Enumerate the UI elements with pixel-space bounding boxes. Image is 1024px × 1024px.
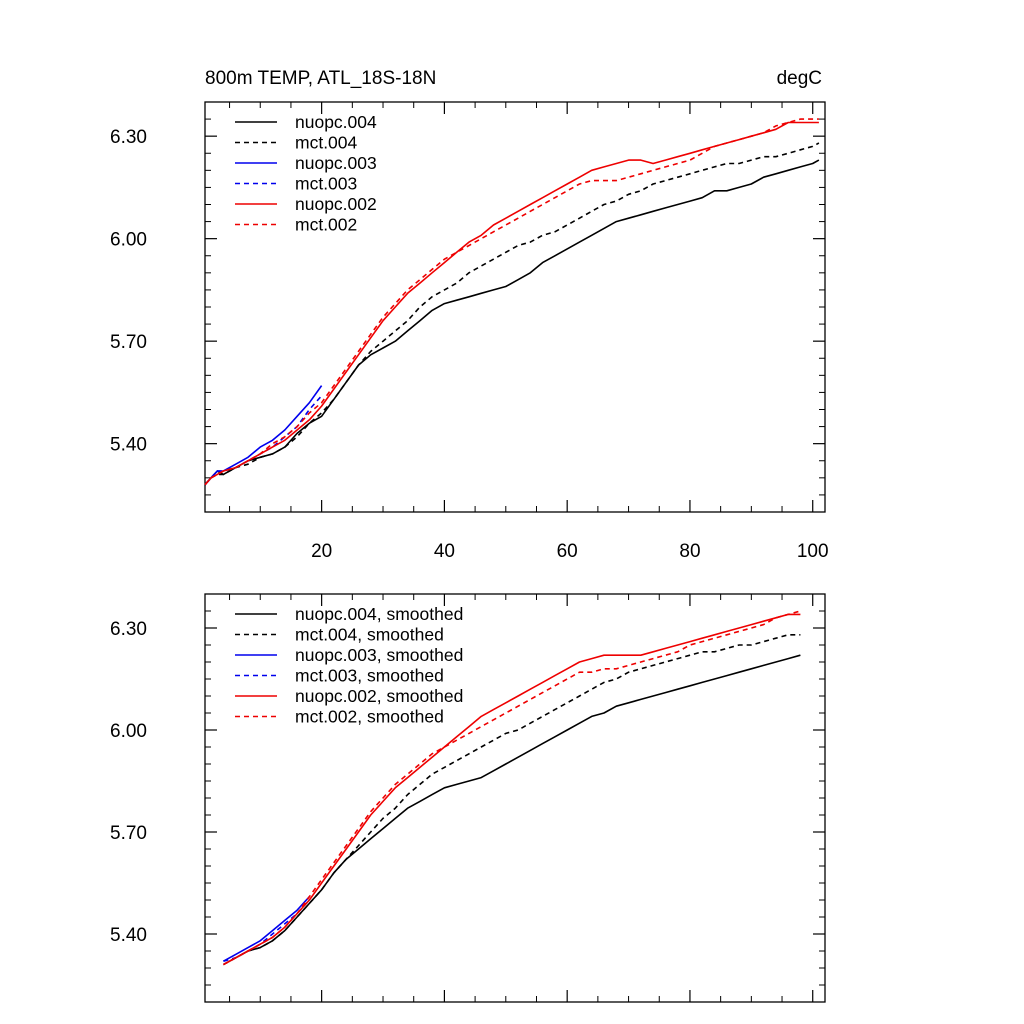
legend-label: nuopc.003	[295, 153, 377, 173]
top-panel: 20 40 60 80 1005.405.706.006.30nuopc.004mct.…	[110, 101, 829, 562]
series-line-mct-004-smoothed	[223, 634, 801, 966]
legend-label: nuopc.002	[295, 194, 377, 214]
legend-label: mct.003, smoothed	[295, 666, 444, 686]
y-tick-label: 5.40	[110, 435, 147, 456]
x-tick-label: 40	[434, 541, 455, 562]
y-tick-label: 5.70	[110, 823, 147, 844]
legend-label: mct.002	[295, 215, 357, 235]
legend-label: nuopc.003, smoothed	[295, 645, 463, 665]
y-tick-label: 5.70	[110, 332, 147, 353]
y-tick-label: 6.30	[110, 127, 147, 148]
legend-label: nuopc.002, smoothed	[295, 686, 463, 706]
series-line-mct-002-smoothed	[223, 610, 801, 966]
x-tick-label: 20	[311, 541, 332, 562]
series-line-nuopc-002-smoothed	[223, 613, 801, 966]
x-tick-label: 100	[797, 541, 829, 562]
y-tick-label: 6.00	[110, 721, 147, 742]
series-line-nuopc-003-smoothed	[223, 896, 310, 962]
units-label: degC	[777, 68, 822, 89]
legend-label: nuopc.004, smoothed	[295, 604, 463, 624]
series-line-nuopc-003	[204, 385, 323, 486]
series-line-nuopc-004	[204, 159, 820, 486]
legend-label: mct.004, smoothed	[295, 625, 444, 645]
series-line-nuopc-004-smoothed	[223, 654, 801, 966]
y-tick-label: 5.40	[110, 925, 147, 946]
legend-label: nuopc.004	[295, 112, 377, 132]
x-tick-label: 60	[557, 541, 578, 562]
x-tick-label: 80	[679, 541, 700, 562]
series-line-mct-003-smoothed	[223, 899, 310, 962]
y-tick-label: 6.00	[110, 230, 147, 251]
series-line-nuopc-002	[204, 121, 819, 486]
figure-title: 800m TEMP, ATL_18S-18N	[205, 68, 436, 89]
legend-label: mct.002, smoothed	[295, 707, 444, 727]
legend-label: mct.003	[295, 174, 357, 194]
series-line-mct-004	[204, 142, 820, 486]
legend-label: mct.004	[295, 133, 358, 153]
y-tick-label: 6.30	[110, 619, 147, 640]
